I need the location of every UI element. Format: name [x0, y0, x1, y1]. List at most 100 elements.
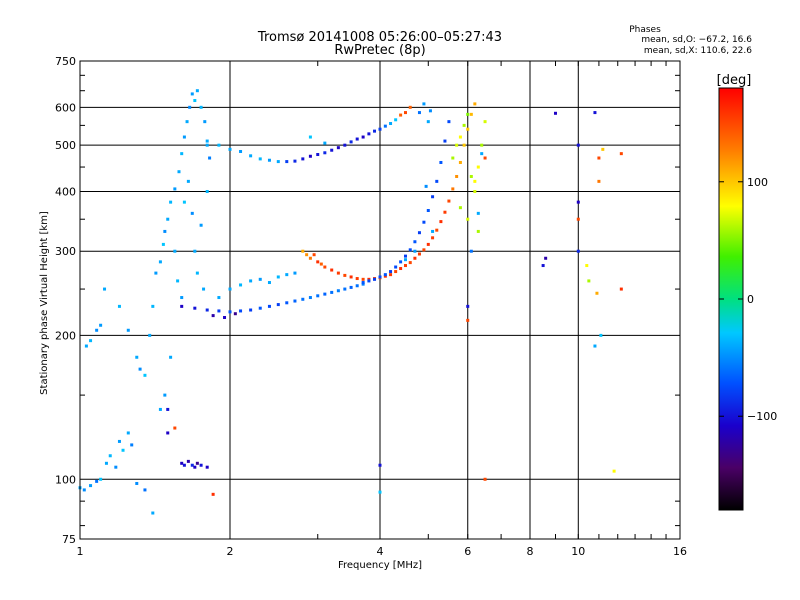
data-point	[426, 242, 430, 246]
data-point	[408, 248, 412, 252]
data-point	[169, 355, 173, 359]
data-point	[203, 120, 207, 124]
data-point	[439, 160, 443, 164]
data-point	[466, 304, 470, 308]
data-point	[163, 393, 167, 397]
phase-mean-x: mean, sd,X: 110.6, 22.6	[644, 46, 752, 56]
data-point	[473, 102, 477, 106]
data-point	[176, 279, 180, 283]
data-point	[276, 303, 280, 307]
data-point	[249, 279, 253, 283]
colorbar-tick-label: −100	[747, 410, 777, 423]
data-point	[408, 261, 412, 265]
data-point	[180, 296, 184, 300]
data-point	[389, 270, 393, 274]
data-point	[403, 264, 407, 268]
data-point	[217, 309, 221, 313]
data-point	[82, 488, 86, 492]
data-point	[267, 158, 271, 162]
data-point	[323, 265, 327, 269]
data-point	[343, 143, 347, 147]
x-tick-label: 10	[571, 545, 585, 558]
data-point	[343, 287, 347, 291]
data-point	[182, 135, 186, 139]
data-point	[151, 511, 155, 515]
data-point	[143, 373, 147, 377]
data-point	[480, 152, 484, 156]
data-point	[447, 199, 451, 203]
data-point	[186, 459, 190, 463]
data-point	[293, 299, 297, 303]
data-point	[180, 461, 184, 465]
data-point	[89, 484, 93, 488]
data-point	[199, 223, 203, 227]
data-point	[301, 249, 305, 253]
data-point	[228, 310, 232, 314]
data-point	[476, 211, 480, 215]
data-point	[483, 156, 487, 160]
data-point	[190, 463, 194, 467]
data-point	[308, 135, 312, 139]
data-point	[205, 139, 209, 143]
data-point	[378, 463, 382, 467]
data-point	[285, 301, 289, 305]
data-point	[258, 277, 262, 281]
data-point	[177, 170, 181, 174]
data-point	[612, 469, 616, 473]
data-point	[308, 154, 312, 158]
data-point	[458, 135, 462, 139]
data-point	[469, 249, 473, 253]
data-point	[193, 99, 197, 103]
data-point	[293, 159, 297, 163]
data-point	[199, 105, 203, 109]
data-point	[316, 294, 320, 298]
data-point	[587, 279, 591, 283]
data-point	[336, 271, 340, 275]
data-point	[378, 127, 382, 131]
data-point	[403, 111, 407, 115]
data-point	[466, 127, 470, 131]
data-point	[293, 271, 297, 275]
data-point	[367, 132, 371, 136]
colorbar-tick-label: 100	[747, 176, 768, 189]
data-point	[228, 147, 232, 151]
data-point	[394, 118, 398, 122]
data-point	[316, 260, 320, 264]
x-tick-label: 16	[673, 545, 687, 558]
data-point	[239, 149, 243, 153]
data-point	[193, 306, 197, 310]
data-point	[451, 156, 455, 160]
grid-lines	[80, 61, 680, 539]
y-tick-label: 100	[55, 473, 76, 486]
data-point	[117, 304, 121, 308]
data-point	[135, 355, 139, 359]
y-tick-label: 750	[55, 55, 76, 68]
y-axis-ticks: 75 100 200 300 400 500 600 750	[55, 55, 680, 546]
colorbar-tick-label: 0	[747, 293, 754, 306]
data-point	[166, 407, 170, 411]
data-point	[458, 206, 462, 210]
data-point	[576, 200, 580, 204]
colorbar-ticks: 100 0 −100	[718, 87, 777, 511]
data-point	[451, 187, 455, 191]
data-point	[89, 339, 93, 343]
chart-title: Tromsø 20141008 05:26:00–05:27:43	[257, 30, 502, 45]
data-point	[455, 174, 459, 178]
data-point	[233, 312, 237, 316]
x-tick-label: 6	[464, 545, 471, 558]
data-point	[469, 112, 473, 116]
data-point	[135, 481, 139, 485]
data-point	[336, 146, 340, 150]
data-point	[323, 151, 327, 155]
data-point	[597, 179, 601, 183]
data-point	[138, 367, 142, 371]
data-point	[349, 285, 353, 289]
data-point	[383, 273, 387, 277]
y-tick-label: 200	[55, 329, 76, 342]
data-point	[443, 139, 447, 143]
data-point	[130, 443, 134, 447]
data-point	[422, 220, 426, 224]
data-point	[576, 143, 580, 147]
data-point	[469, 174, 473, 178]
data-point	[104, 461, 108, 465]
